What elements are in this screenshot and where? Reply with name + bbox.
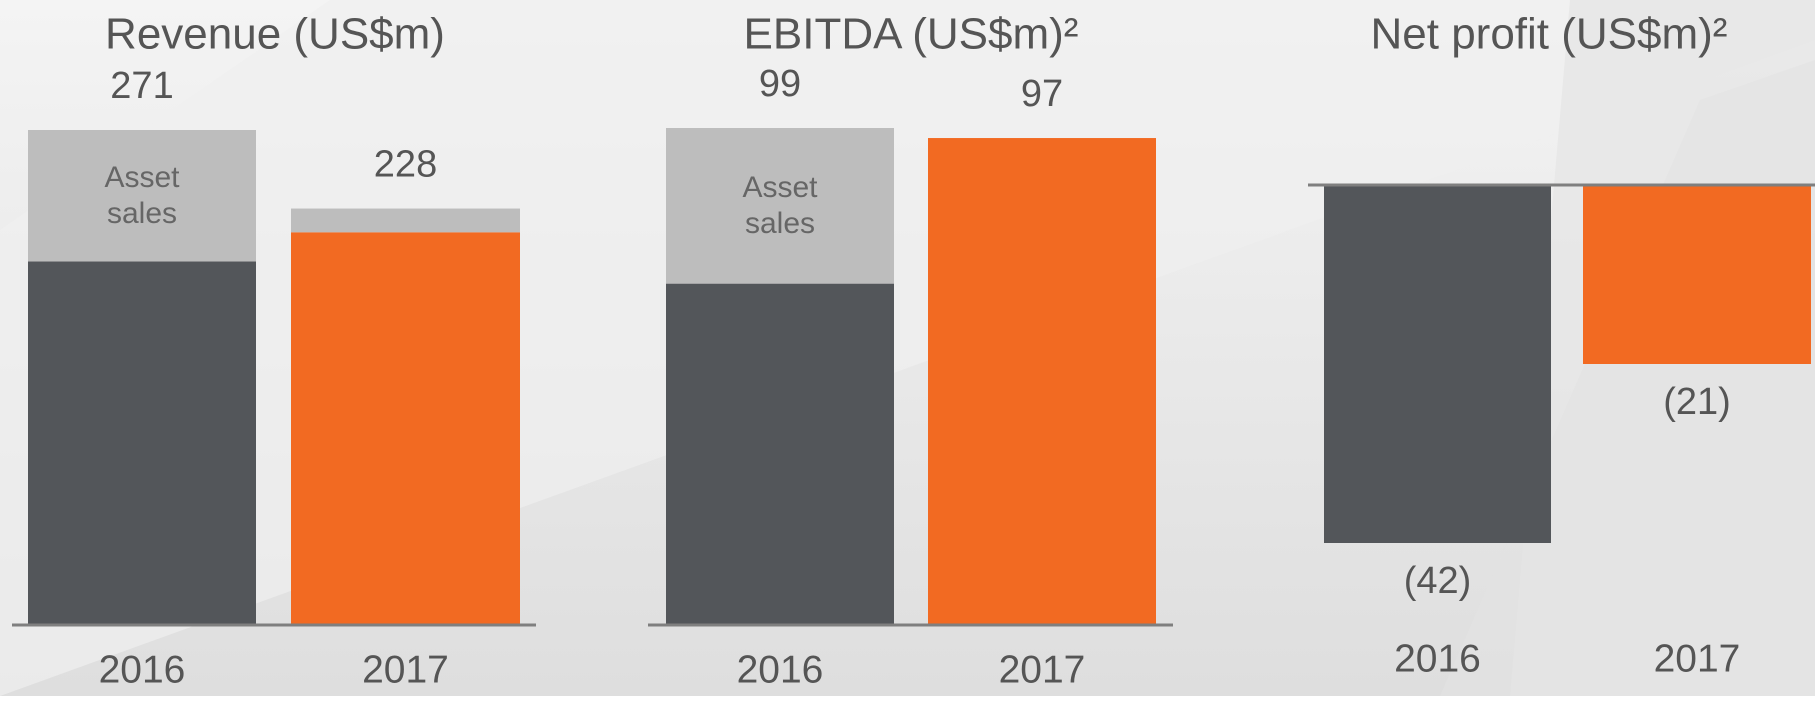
chart-title: EBITDA (US$m)² <box>744 10 1079 59</box>
chart-title: Revenue (US$m) <box>105 10 445 59</box>
segment-label-box: Asset sales <box>742 170 818 240</box>
x-tick-label: 2017 <box>1654 637 1741 680</box>
total-label: 99 <box>759 63 801 105</box>
bar-segment <box>666 128 894 284</box>
bar-segment <box>28 261 256 625</box>
x-tick-label: 2017 <box>999 648 1086 691</box>
value-label: (42) <box>1404 560 1472 602</box>
total-label: 97 <box>1021 73 1063 115</box>
segment-label-box: Asset sales <box>104 160 180 230</box>
bar-segment <box>1324 185 1551 543</box>
chart-title: Net profit (US$m)² <box>1371 10 1728 59</box>
value-label: (21) <box>1663 381 1731 423</box>
x-tick-label: 2016 <box>737 648 824 691</box>
x-tick-label: 2017 <box>362 648 449 691</box>
x-tick-label: 2016 <box>1394 637 1481 680</box>
x-tick-label: 2016 <box>99 648 186 691</box>
segment-label: Asset sales <box>742 170 818 240</box>
total-label: 271 <box>110 65 173 107</box>
bar-segment <box>1583 185 1811 364</box>
segment-label: Asset sales <box>104 160 180 230</box>
bar-segment <box>291 232 520 625</box>
bar-segment <box>666 283 894 625</box>
bar-segment <box>28 130 256 262</box>
total-label: 228 <box>374 144 437 186</box>
bar-segment <box>928 138 1156 625</box>
bar-segment <box>291 208 520 233</box>
